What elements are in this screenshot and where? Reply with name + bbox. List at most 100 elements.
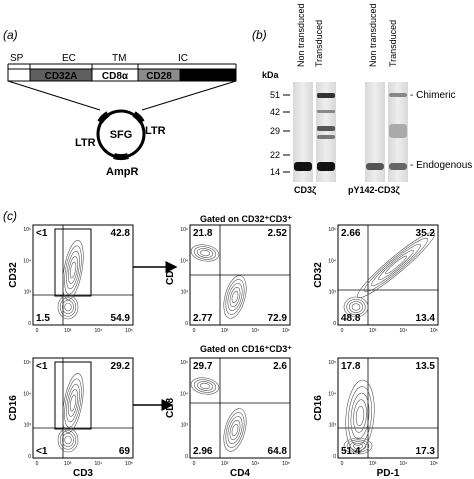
- density-contour: [355, 405, 365, 427]
- mw-marker-29: 29: [270, 126, 280, 136]
- flow-plot-r1c1: 10⁵ 10⁴ 10³ 00 10³ 10⁴ 10⁵ <1 42.8 1.5 54.9 CD32: [8, 224, 134, 334]
- blot-left-label: CD3ζ: [294, 185, 316, 195]
- y-axis-label: CD8: [165, 398, 176, 418]
- density-contour: [62, 299, 74, 314]
- kda-label: kDa: [262, 70, 280, 80]
- panel-a: (a) SP EC TM IC CD32A CD8α CD28 CD3ζ: [3, 28, 237, 178]
- x-tick-label: 10⁴: [251, 461, 259, 467]
- x-tick-label: 10⁴: [399, 328, 407, 334]
- density-contour: [64, 378, 82, 428]
- density-contour: [200, 249, 210, 257]
- flow-plot-r1c2: 10⁵ 10⁴ 10³ 00 10³ 10⁴ 10⁵ 21.8 2.52 2.77 72.9 CD8: [165, 224, 291, 334]
- quadrant-value-tl: 17.8: [341, 361, 361, 372]
- y-tick-label: 10³: [24, 290, 32, 296]
- mw-marker-51: 51: [270, 90, 280, 100]
- density-contour: [348, 301, 363, 313]
- density-contour: [385, 255, 407, 275]
- density-contour: [364, 237, 428, 293]
- y-tick-label: 10⁴: [23, 391, 31, 397]
- vector-label: SFG: [110, 129, 133, 141]
- x-tick-label: 0: [341, 328, 344, 334]
- y-tick-label: 0: [333, 321, 336, 327]
- x-axis-label: PD-1: [377, 468, 400, 479]
- insert-line-left: [7, 80, 101, 111]
- y-tick-label: 10³: [24, 423, 32, 429]
- domain-label-tm: TM: [112, 53, 126, 64]
- x-tick-label: 10⁵: [430, 461, 438, 467]
- quadrant-value-tl: <1: [36, 361, 48, 372]
- density-contour: [229, 286, 241, 308]
- plasmid-map: SFG LTR LTR AmpR: [75, 109, 166, 178]
- domain-label-ec: EC: [62, 53, 76, 64]
- band-label-endogenous: - Endogenous: [410, 160, 472, 171]
- panel-c-label: (c): [3, 209, 17, 223]
- quadrant-value-br: 64.8: [268, 446, 288, 457]
- x-axis-label: CD3: [73, 468, 93, 479]
- density-contour: [231, 423, 239, 437]
- density-contour: [223, 408, 247, 452]
- density-contour: [59, 430, 77, 450]
- y-axis-label: CD32: [8, 262, 19, 288]
- domain-label-ic: IC: [178, 53, 188, 64]
- density-contour: [59, 297, 77, 317]
- quadrant-value-bl: 2.96: [193, 446, 213, 457]
- mw-marker-22: 22: [270, 150, 280, 160]
- gate-title-cd16: Gated on CD16⁺CD3⁺: [200, 344, 292, 354]
- density-contour: [229, 419, 241, 441]
- ltr-left-label: LTR: [75, 137, 96, 149]
- x-tick-label: 10³: [221, 328, 229, 334]
- y-tick-label: 0: [185, 454, 188, 460]
- density-contour: [351, 303, 361, 311]
- panel-a-label: (a): [3, 28, 18, 42]
- flow-plot-r2c3: 10⁵ 10⁴ 10³ 00 10³ 10⁴ 10⁵ 17.8 13.5 51.4 17.3 CD16…: [313, 357, 439, 479]
- y-tick-label: 0: [28, 321, 31, 327]
- x-tick-label: 10³: [221, 461, 229, 467]
- density-contour: [69, 394, 77, 412]
- density-contour: [68, 256, 78, 284]
- x-tick-label: 0: [193, 461, 196, 467]
- x-axis-label: CD4: [230, 468, 250, 479]
- y-tick-label: 10⁵: [328, 360, 336, 366]
- quadrant-value-br: 69: [119, 446, 131, 457]
- blot-cd3z: CD3ζ: [293, 82, 336, 195]
- density-contour: [64, 245, 82, 295]
- y-tick-label: 0: [333, 454, 336, 460]
- density-contour: [346, 298, 366, 316]
- density-contour: [66, 250, 80, 290]
- quadrant-value-bl: <1: [36, 446, 48, 457]
- density-contour: [190, 244, 220, 262]
- x-tick-label: 10⁴: [94, 461, 102, 467]
- density-contour: [349, 441, 367, 451]
- lane-label-nt-1: Non transduced: [296, 3, 306, 67]
- lane-label-nt-2: Non transduced: [368, 3, 378, 67]
- x-tick-label: 10⁵: [430, 328, 438, 334]
- quadrant-value-bl: 48.8: [341, 313, 361, 324]
- y-tick-label: 10⁴: [180, 258, 188, 264]
- density-contour: [350, 392, 370, 440]
- x-tick-label: 10³: [369, 461, 377, 467]
- y-tick-label: 10³: [329, 290, 337, 296]
- density-contour: [343, 437, 373, 455]
- y-axis-label: CD16: [8, 395, 19, 421]
- quadrant-value-tr: 2.6: [273, 361, 287, 372]
- mw-markers: 51 42 29 22 14: [270, 90, 290, 177]
- x-tick-label: 10⁵: [282, 328, 290, 334]
- density-contour: [227, 283, 243, 311]
- y-tick-label: 0: [28, 454, 31, 460]
- plot-frame: [32, 224, 134, 326]
- plot-frame: [337, 224, 439, 326]
- density-contour: [66, 383, 80, 423]
- density-contour: [190, 377, 220, 395]
- density-contour: [371, 243, 421, 287]
- density-contour: [62, 432, 74, 447]
- density-contour: [196, 381, 214, 391]
- x-tick-label: 10⁵: [125, 328, 133, 334]
- x-tick-label: 0: [36, 328, 39, 334]
- density-contour: [352, 442, 363, 449]
- quadrant-value-tr: 35.2: [416, 228, 436, 239]
- domain-label-sp: SP: [10, 53, 24, 64]
- y-tick-label: 10⁵: [180, 360, 188, 366]
- x-tick-label: 0: [193, 328, 196, 334]
- y-tick-label: 10³: [329, 423, 337, 429]
- y-axis-label: CD32: [313, 262, 324, 288]
